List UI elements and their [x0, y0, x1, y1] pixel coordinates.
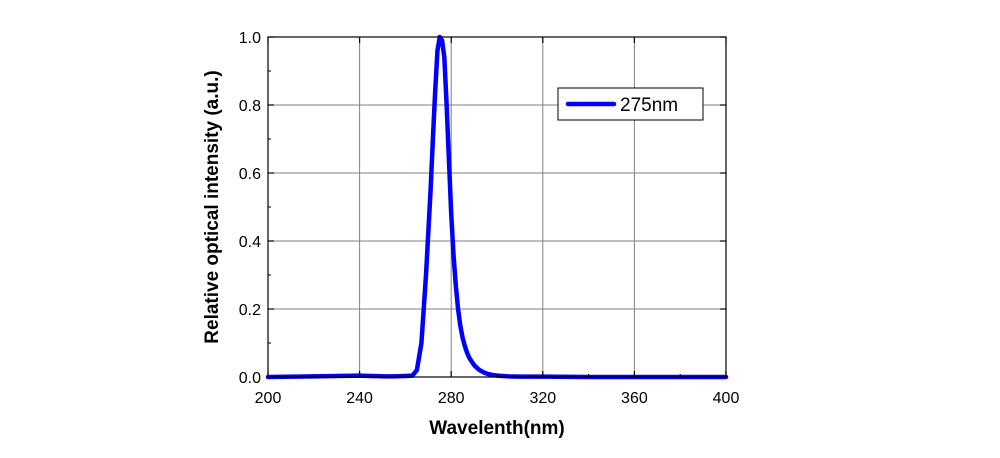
y-axis-title: Relative optical intensity (a.u.) — [202, 70, 223, 343]
y-tick-label: 0.8 — [239, 98, 261, 115]
x-tick-label: 280 — [438, 390, 465, 407]
y-tick-label: 0.0 — [239, 370, 261, 387]
legend-label: 275nm — [620, 95, 678, 116]
y-tick-label: 0.2 — [239, 302, 261, 319]
x-axis-title: Wavelenth(nm) — [429, 418, 564, 439]
x-axis: 200 240 280 320 360 400 — [255, 37, 740, 407]
x-tick-label: 200 — [255, 390, 282, 407]
y-axis: 0.0 0.2 0.4 0.6 0.8 1.0 — [239, 30, 726, 387]
x-tick-label: 360 — [621, 390, 648, 407]
x-tick-label: 320 — [529, 390, 556, 407]
y-tick-label: 0.4 — [239, 234, 261, 251]
series-line — [265, 34, 729, 380]
y-tick-label: 0.6 — [239, 166, 261, 183]
x-tick-label: 400 — [713, 390, 740, 407]
legend: 275nm — [557, 87, 704, 121]
x-tick-label: 240 — [346, 390, 373, 407]
y-tick-label: 1.0 — [239, 30, 261, 47]
series-layer — [265, 34, 729, 380]
